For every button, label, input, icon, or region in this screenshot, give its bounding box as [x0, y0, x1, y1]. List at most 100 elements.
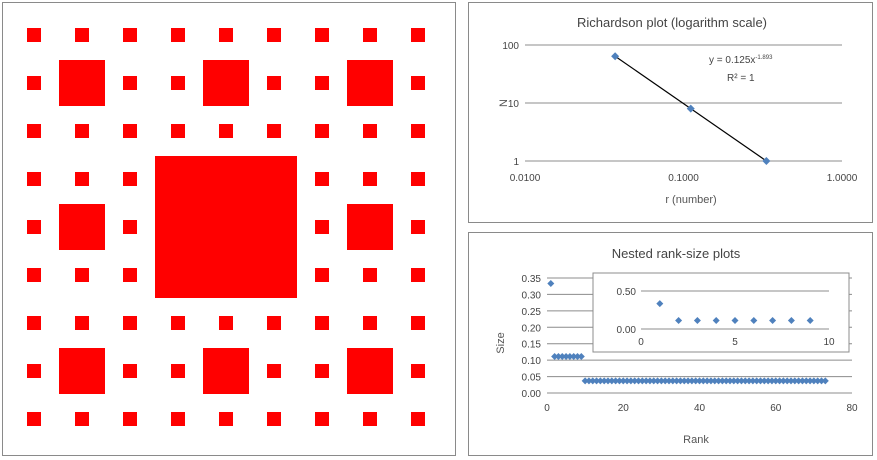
carpet-square [411, 76, 425, 90]
carpet-square [75, 412, 89, 426]
data-point [596, 377, 604, 385]
carpet-square [155, 156, 297, 298]
carpet-square [363, 28, 377, 42]
data-point [562, 352, 570, 360]
data-point [692, 377, 700, 385]
data-point [806, 377, 814, 385]
carpet-square [219, 124, 233, 138]
data-point [604, 377, 612, 385]
carpet-square [27, 220, 41, 234]
inset-x-tick-label: 10 [823, 337, 835, 348]
inset-y-tick-label: 0.00 [617, 325, 637, 336]
data-point [551, 352, 559, 360]
carpet-square [75, 268, 89, 282]
data-point [608, 377, 616, 385]
carpet-square [75, 124, 89, 138]
data-point [734, 377, 742, 385]
carpet-square [27, 412, 41, 426]
y-tick-label: 0.00 [522, 389, 542, 400]
data-point [757, 377, 764, 385]
data-point [574, 352, 581, 360]
carpet-square [75, 172, 89, 186]
data-point [764, 377, 772, 385]
data-point [593, 377, 601, 385]
carpet-square [27, 124, 41, 138]
data-point [684, 377, 692, 385]
y-axis-label: N [498, 99, 510, 107]
carpet-square [363, 412, 377, 426]
data-point [787, 377, 795, 385]
data-point [577, 352, 585, 360]
carpet-square [27, 268, 41, 282]
data-point [638, 377, 646, 385]
data-point [585, 377, 593, 385]
data-point [696, 377, 703, 385]
carpet-square [123, 28, 137, 42]
data-point [749, 377, 757, 385]
carpet-square [363, 124, 377, 138]
y-tick-label: 0.30 [522, 290, 542, 301]
data-point [802, 377, 810, 385]
carpet-square [27, 76, 41, 90]
data-point [791, 377, 799, 385]
y-tick-label: 100 [502, 41, 519, 52]
carpet-square [219, 28, 233, 42]
chart-title: Nested rank-size plots [612, 246, 741, 261]
data-point [741, 377, 749, 385]
inset-frame [592, 272, 850, 353]
inset-data-point [787, 317, 795, 325]
data-point [581, 377, 589, 385]
data-point [711, 377, 719, 385]
inset-y-tick-label: 0.50 [617, 287, 637, 298]
carpet-square [411, 124, 425, 138]
data-point [570, 352, 578, 360]
data-point [615, 377, 623, 385]
data-point [558, 352, 566, 360]
data-point [669, 377, 677, 385]
carpet-square [123, 76, 137, 90]
nested-rank-size-panel: Nested rank-size plots Rank Size 0.00 0.0… [468, 232, 873, 456]
data-point [772, 377, 780, 385]
carpet-square [411, 268, 425, 282]
data-point [665, 377, 673, 385]
y-tick-label: 0.20 [522, 323, 542, 334]
carpet-square [363, 268, 377, 282]
inset-x-tick-label: 0 [638, 337, 644, 348]
data-point [635, 377, 642, 385]
carpet-square [315, 76, 329, 90]
x-tick-label: 40 [694, 403, 706, 414]
data-point [821, 377, 829, 385]
x-tick-label: 20 [618, 403, 630, 414]
data-point [611, 52, 620, 61]
carpet-square [315, 124, 329, 138]
data-point [699, 377, 707, 385]
data-point [642, 377, 650, 385]
inset-data-point [806, 317, 814, 325]
carpet-square [27, 316, 41, 330]
data-point [661, 377, 669, 385]
sierpinski-carpet [27, 28, 425, 426]
data-point [795, 377, 803, 385]
carpet-square [123, 124, 137, 138]
carpet-square [363, 316, 377, 330]
carpet-square [123, 412, 137, 426]
data-point [722, 377, 730, 385]
y-tick-label: 10 [508, 99, 520, 110]
y-tick-label: 0.25 [522, 307, 542, 318]
data-point [818, 377, 825, 385]
carpet-square [59, 348, 105, 394]
x-axis-label: Rank [683, 434, 709, 446]
data-point [730, 377, 738, 385]
data-point [631, 377, 639, 385]
richardson-plot-panel: Richardson plot (logarithm scale) r (num… [468, 2, 873, 223]
carpet-square [203, 60, 249, 106]
data-point [646, 377, 654, 385]
carpet-square [363, 172, 377, 186]
carpet-square [411, 172, 425, 186]
carpet-square [411, 28, 425, 42]
data-point [798, 377, 806, 385]
data-point [627, 377, 635, 385]
carpet-square [123, 364, 137, 378]
carpet-square [267, 124, 281, 138]
data-point [589, 377, 597, 385]
